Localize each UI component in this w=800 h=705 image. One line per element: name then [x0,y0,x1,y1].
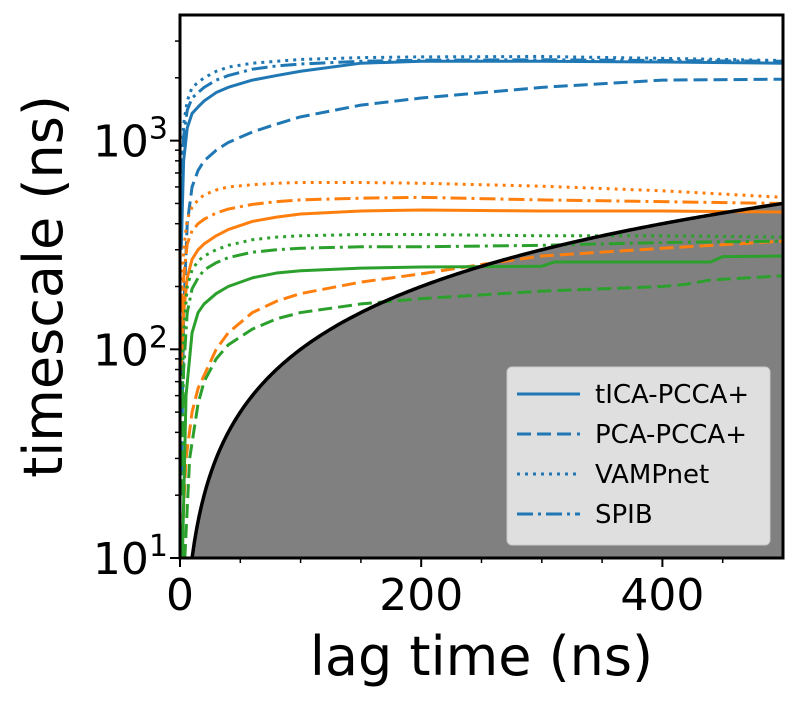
legend-label: tICA-PCCA+ [595,380,749,410]
series-line-blue-dashdot [180,58,783,204]
x-tick-label: 400 [620,570,704,621]
legend-label: VAMPnet [595,460,709,490]
series-line-blue-dashed [180,77,783,496]
y-tick-label: 101 [93,529,168,585]
series-line-blue-dotted [180,55,783,187]
series-line-orange-solid [180,208,783,370]
legend: tICA-PCCA+ PCA-PCCA+ VAMPnet SPIB [506,366,771,546]
axes: 0 200 400 101 102 103 lag time (ns) timescale (… [12,13,785,688]
x-tick-label: 200 [379,570,463,621]
legend-box [506,366,771,546]
y-tick-label: 102 [93,320,168,376]
series-line-green-solid [180,254,783,558]
series-line-green-dashed [183,274,783,558]
series-line-orange-dashdot [180,195,783,341]
series-line-green-dashdot [180,239,783,496]
x-axis-title: lag time (ns) [310,625,653,688]
x-tick-label: 0 [166,570,194,621]
series-line-orange-dotted [180,181,783,313]
boundary-line [190,201,783,558]
y-tick-label: 103 [93,112,168,168]
legend-label: SPIB [595,500,653,530]
y-axis-title: timescale (ns) [12,95,75,478]
legend-label: PCA-PCCA+ [595,420,747,450]
series-line-blue-solid [180,59,783,250]
series-line-green-dotted [180,233,783,433]
series-line-orange-dashed [180,239,783,558]
